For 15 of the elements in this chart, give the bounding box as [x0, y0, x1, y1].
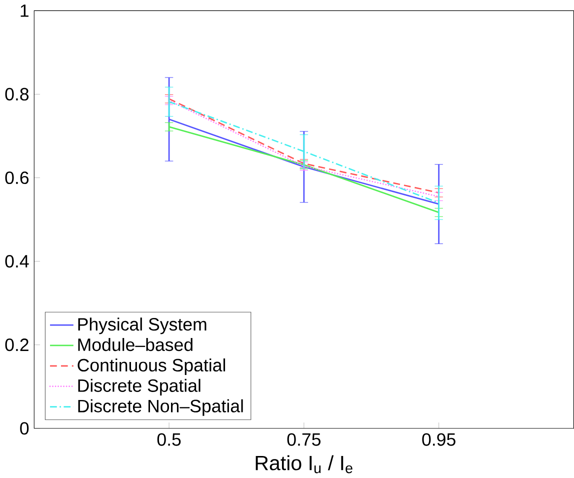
x-tick-label: 0.5	[157, 433, 181, 446]
y-tick-label: 0.6	[5, 172, 29, 184]
legend-label: Physical System	[78, 318, 206, 334]
legend-label: Continuous Spatial	[78, 358, 226, 376]
y-tick-label: 0.8	[5, 88, 29, 101]
legend-label: Discrete Non–Spatial	[78, 399, 243, 416]
y-tick-label: 0	[20, 422, 29, 435]
y-tick-label: 0.2	[5, 338, 28, 352]
x-tick-label: 0.75	[287, 433, 321, 446]
legend-label: Module–based	[78, 338, 192, 352]
legend-label: Discrete Spatial	[78, 378, 200, 396]
y-tick-label: 0.4	[5, 255, 29, 268]
x-tick-label: 0.95	[422, 433, 456, 446]
x-axis-title: Ratio I$_{u}$ / I$_{e}$	[256, 455, 352, 474]
y-tick-label: 1	[20, 4, 28, 17]
